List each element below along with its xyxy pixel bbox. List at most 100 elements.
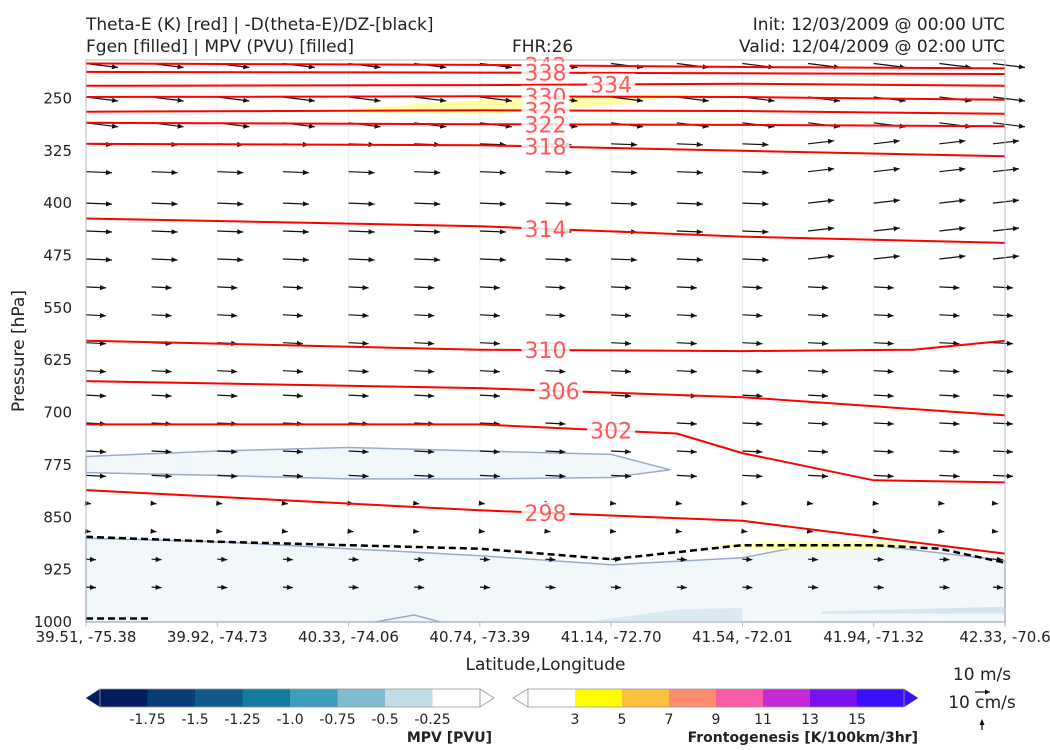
wind-vector-head xyxy=(296,393,303,399)
wind-vector-head xyxy=(756,421,763,427)
wind-vector-head xyxy=(953,473,960,479)
wind-vector-head xyxy=(953,393,960,399)
wind-vector-head xyxy=(696,201,703,207)
fgen-colorbar-segment xyxy=(528,689,576,707)
wind-vector-head xyxy=(893,166,900,172)
wind-vector-head xyxy=(483,584,490,590)
wind-vector-head xyxy=(221,556,228,562)
wind-vector-head xyxy=(872,528,879,534)
theta-e-label-bg xyxy=(521,113,570,136)
y-tick-label: 700 xyxy=(43,404,72,422)
theta-e-label: 322 xyxy=(525,113,567,138)
x-tick-label: 41.14, -72.70 xyxy=(561,628,662,646)
mpv-colorbar-tick: -1.0 xyxy=(276,712,303,728)
wind-vector-head xyxy=(99,368,106,374)
wind-vector-head xyxy=(887,340,894,346)
wind-vector-head xyxy=(478,500,485,506)
mpv-colorbar-tick: -1.75 xyxy=(129,712,165,728)
mpv-colorbar-tick: -1.5 xyxy=(181,712,208,728)
reference-vector-horizontal-head xyxy=(985,689,990,695)
theta-e-label: 318 xyxy=(525,136,567,161)
mpv-colorbar-max-arrow xyxy=(479,688,495,708)
wind-vector-head xyxy=(434,201,441,207)
wind-vector-head xyxy=(756,449,763,455)
wind-vector-head xyxy=(768,97,775,103)
mpv-colorbar-segment xyxy=(385,689,433,707)
y-tick-label: 250 xyxy=(43,89,72,107)
wind-vector-head xyxy=(756,312,763,319)
wind-vector-head xyxy=(171,169,178,176)
wind-vector-head xyxy=(565,169,572,176)
wind-vector-head xyxy=(237,169,244,176)
wind-vector-head xyxy=(231,368,238,374)
fgen-colorbar-tick: 15 xyxy=(848,712,866,728)
wind-vector-head xyxy=(943,584,950,590)
wind-vector-head xyxy=(499,201,506,207)
wind-vector-head xyxy=(105,169,112,176)
wind-vector-head xyxy=(368,201,375,207)
wind-vector-head xyxy=(177,97,184,103)
wind-vector-head xyxy=(741,500,748,506)
reference-vector-horizontal-label: 10 m/s xyxy=(953,665,1011,685)
wind-vector-head xyxy=(991,528,998,534)
wind-vector-head xyxy=(680,556,687,562)
mpv-colorbar-segment xyxy=(432,689,481,707)
wind-vector-head xyxy=(428,368,435,374)
theta-e-contour xyxy=(85,489,1006,555)
wind-vector-head xyxy=(302,229,309,235)
reference-vector-vertical-head xyxy=(979,719,985,725)
wind-vector-head xyxy=(478,528,485,534)
mpv-colorbar-tick: -0.25 xyxy=(414,712,450,728)
wind-vector-head xyxy=(549,556,556,562)
wind-vector-head xyxy=(953,312,960,319)
wind-vector-head xyxy=(1006,340,1013,346)
wind-vector-head xyxy=(625,368,632,374)
wind-vector-head xyxy=(690,312,697,319)
wind-vector-head xyxy=(996,584,1003,590)
wind-vector-head xyxy=(559,312,566,319)
wind-vector-head xyxy=(99,393,106,399)
wind-vector-head xyxy=(696,169,703,176)
wind-vector-head xyxy=(216,500,223,506)
wind-vector-head xyxy=(418,584,425,590)
theta-e-label: 310 xyxy=(525,339,567,364)
x-tick-label: 41.94, -71.32 xyxy=(823,628,924,646)
wind-vector-head xyxy=(938,500,945,506)
theta-e-label-bg xyxy=(587,419,636,442)
wind-vector-head xyxy=(155,556,162,562)
valid-time: Valid: 12/04/2009 @ 02:00 UTC xyxy=(739,37,1005,57)
wind-vector-head xyxy=(625,449,632,455)
wind-vector-head xyxy=(165,368,172,374)
fgen-colorbar-label: Frontogenesis [K/100km/3hr] xyxy=(688,730,918,746)
wind-vector-head xyxy=(675,500,682,506)
wind-vector-head xyxy=(155,584,162,590)
wind-vector-head xyxy=(762,257,769,263)
wind-vector-head xyxy=(111,97,118,103)
mpv-edge xyxy=(374,614,441,623)
wind-vector-head xyxy=(352,556,359,562)
wind-vector-head xyxy=(756,473,763,479)
theta-e-contour xyxy=(85,339,1006,353)
wind-vector-head xyxy=(549,584,556,590)
wind-vector-head xyxy=(111,64,118,70)
wind-vector-head xyxy=(631,141,638,148)
wind-vector-head xyxy=(756,368,763,374)
wind-vector-head xyxy=(368,257,375,263)
y-tick-label: 925 xyxy=(43,561,72,579)
fgen-colorbar-segment xyxy=(763,689,811,707)
wind-vector-head xyxy=(302,169,309,176)
wind-vector-head xyxy=(434,229,441,235)
wind-vector-head xyxy=(231,393,238,399)
wind-vector-head xyxy=(428,285,435,291)
wind-vector-head xyxy=(308,97,315,103)
wind-vector-head xyxy=(296,449,303,455)
wind-vector-head xyxy=(1006,312,1013,319)
wind-vector-head xyxy=(559,368,566,374)
wind-vector-head xyxy=(690,473,697,479)
wind-vector-head xyxy=(89,584,96,590)
wind-vector-head xyxy=(105,201,112,207)
wind-vector-head xyxy=(362,368,369,374)
wind-vector-head xyxy=(1018,123,1025,129)
wind-vector-head xyxy=(756,393,763,399)
wind-vector-head xyxy=(1012,226,1019,232)
